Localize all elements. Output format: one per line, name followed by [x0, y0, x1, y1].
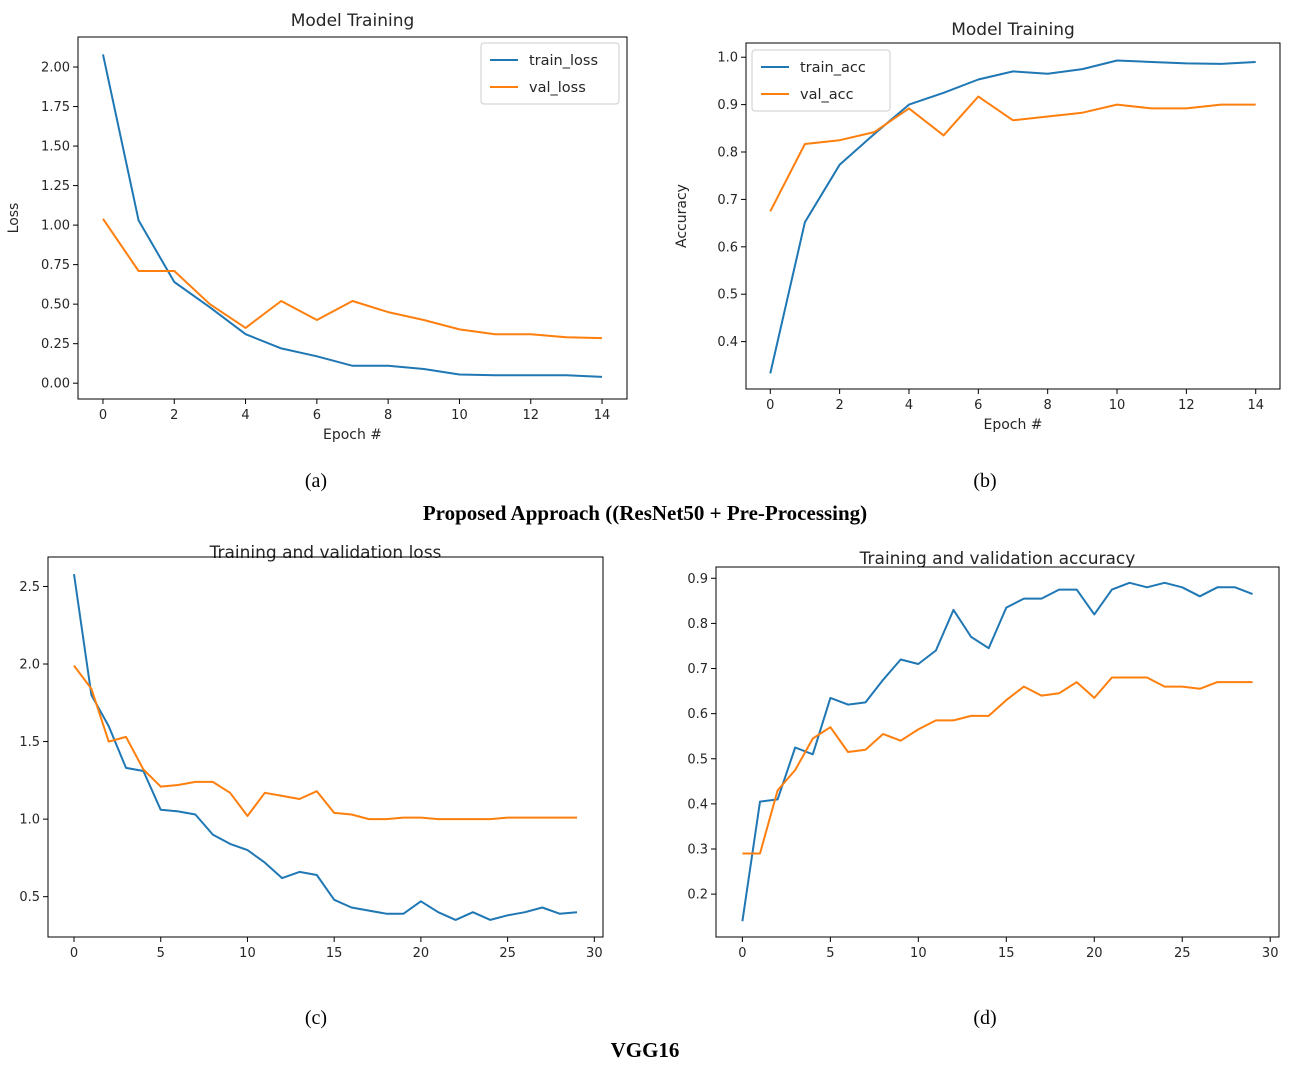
panel-label-b: (b) [973, 470, 996, 492]
y-tick-label: 1.50 [41, 140, 70, 155]
x-tick-label: 4 [241, 408, 249, 423]
x-axis-label: Epoch # [323, 427, 382, 443]
legend-box [751, 49, 891, 112]
x-tick-label: 30 [586, 946, 603, 961]
y-tick-label: 0.4 [717, 335, 738, 350]
panel-label-a: (a) [305, 470, 327, 492]
y-tick-label: 1.00 [41, 219, 70, 234]
y-tick-label: 1.0 [19, 813, 40, 828]
legend-label: val_acc [800, 87, 854, 103]
series-line-training-accuracy [741, 581, 1253, 922]
y-tick-label: 0.7 [717, 193, 738, 208]
y-tick-label: 1.5 [19, 735, 40, 750]
y-tick-label: 0.75 [41, 258, 70, 273]
series-line-validation-loss [73, 664, 577, 821]
y-tick-label: 0.00 [41, 377, 70, 392]
y-tick-label: 0.25 [41, 337, 70, 352]
y-tick-label: 0.5 [687, 752, 708, 767]
y-tick-label: 0.4 [687, 797, 708, 812]
y-tick-label: 1.25 [41, 179, 70, 194]
plot-frame [745, 42, 1281, 390]
series-line-val_acc [769, 95, 1256, 212]
x-tick-label: 2 [170, 408, 178, 423]
x-tick-label: 20 [1086, 946, 1103, 961]
x-tick-label: 0 [766, 398, 774, 413]
x-axis-label: Epoch # [983, 417, 1042, 433]
x-tick-label: 6 [974, 398, 982, 413]
x-tick-label: 8 [1044, 398, 1052, 413]
series-line-train_acc [769, 59, 1256, 374]
plot-frame [47, 556, 604, 938]
y-tick-label: 0.6 [717, 240, 738, 255]
series-line-training-loss [73, 573, 578, 921]
y-tick-label: 1.75 [41, 100, 70, 115]
plot-frame [77, 36, 628, 400]
y-tick-label: 0.2 [687, 888, 708, 903]
x-tick-label: 25 [1174, 946, 1191, 961]
x-tick-label: 10 [451, 408, 468, 423]
x-tick-label: 12 [1178, 398, 1195, 413]
x-tick-label: 15 [326, 946, 343, 961]
chart-title: Training and validation accuracy [859, 549, 1136, 569]
chart-c-vgg16-loss: Training and validation loss 0 5 10 15 20 25 30… [19, 543, 604, 961]
legend-box [480, 42, 620, 105]
group-caption-proposed: Proposed Approach ((ResNet50 + Pre-Proce… [423, 501, 867, 525]
y-tick-label: 2.5 [19, 580, 40, 595]
y-tick-label: 0.3 [687, 843, 708, 858]
chart-title: Model Training [291, 11, 415, 31]
chart-title: Training and validation loss [209, 543, 442, 563]
x-tick-label: 14 [1247, 398, 1264, 413]
panel-label-c: (c) [305, 1007, 327, 1029]
x-tick-label: 14 [594, 408, 611, 423]
y-axis-label: Loss [6, 203, 22, 234]
x-tick-label: 2 [835, 398, 843, 413]
y-tick-label: 0.5 [19, 890, 40, 905]
y-tick-label: 0.8 [687, 617, 708, 632]
x-tick-label: 10 [239, 946, 256, 961]
x-tick-label: 5 [157, 946, 165, 961]
plot-frame [715, 566, 1280, 938]
x-tick-label: 5 [826, 946, 834, 961]
x-tick-label: 15 [998, 946, 1015, 961]
series-line-val_loss [102, 218, 603, 340]
x-tick-label: 6 [313, 408, 321, 423]
legend: train_acc val_acc [751, 49, 891, 112]
x-tick-label: 0 [70, 946, 78, 961]
series-line-train_loss [102, 54, 603, 378]
x-tick-label: 25 [499, 946, 516, 961]
y-tick-label: 0.9 [717, 98, 738, 113]
x-tick-label: 4 [905, 398, 913, 413]
chart-a-training-loss: Model Training 0 2 4 6 8 10 12 14 0.00 0.25 0.50 0.7… [6, 11, 628, 443]
x-tick-label: 12 [522, 408, 539, 423]
panel-label-d: (d) [973, 1007, 996, 1029]
group-caption-vgg16: VGG16 [611, 1038, 680, 1062]
legend-label: train_acc [800, 60, 866, 76]
chart-title: Model Training [951, 20, 1075, 40]
x-tick-label: 8 [384, 408, 392, 423]
y-tick-label: 0.50 [41, 298, 70, 313]
series-line-validation-accuracy [742, 676, 1253, 855]
y-tick-label: 0.5 [717, 288, 738, 303]
y-tick-label: 0.6 [687, 707, 708, 722]
y-tick-label: 2.00 [41, 61, 70, 76]
y-tick-label: 0.8 [717, 146, 738, 161]
chart-b-training-accuracy: Model Training 0 2 4 6 8 10 12 14 0.4 0.5 0.6 0.7 0.8… [674, 20, 1281, 433]
x-tick-label: 20 [413, 946, 430, 961]
y-tick-label: 1.0 [717, 51, 738, 66]
y-tick-label: 2.0 [19, 658, 40, 673]
legend-label: train_loss [529, 53, 598, 69]
x-tick-label: 0 [738, 946, 746, 961]
y-tick-label: 0.7 [687, 662, 708, 677]
x-tick-label: 0 [99, 408, 107, 423]
y-axis-label: Accuracy [674, 184, 690, 248]
chart-d-vgg16-accuracy: Training and validation accuracy 0 5 10 15 20… [687, 549, 1280, 961]
legend-label: val_loss [529, 80, 586, 96]
legend: train_loss val_loss [480, 42, 620, 105]
y-tick-label: 0.9 [687, 572, 708, 587]
x-tick-label: 30 [1262, 946, 1279, 961]
x-tick-label: 10 [1109, 398, 1126, 413]
x-tick-label: 10 [910, 946, 927, 961]
